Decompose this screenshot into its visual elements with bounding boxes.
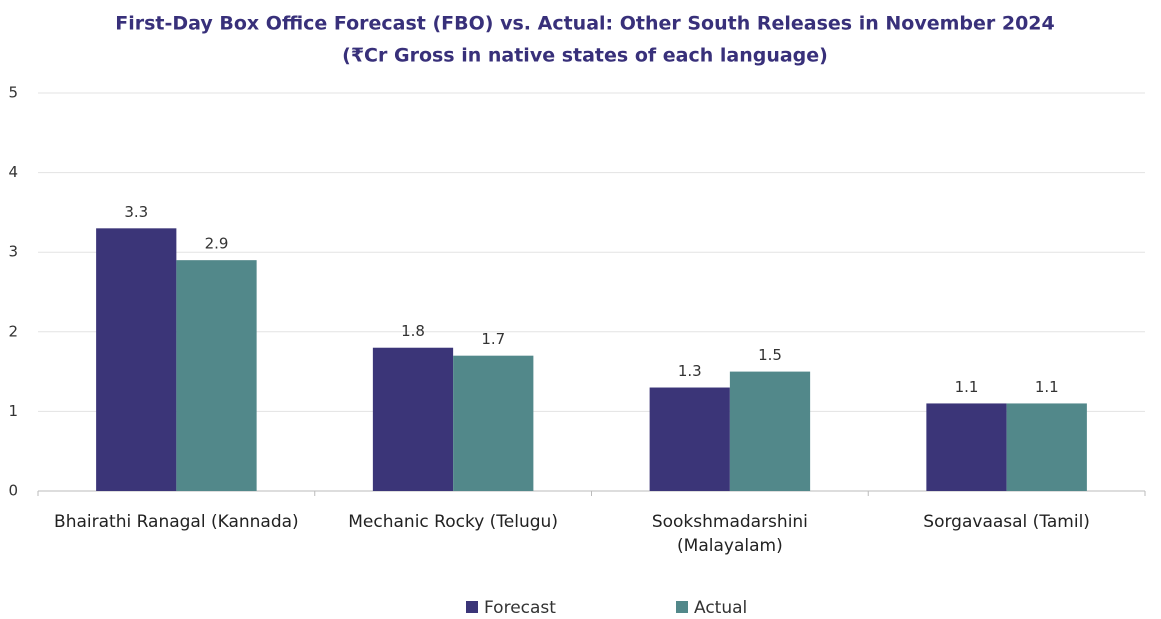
chart-subtitle: (₹Cr Gross in native states of each lang… [342, 45, 828, 67]
legend-swatch [466, 601, 478, 613]
y-tick-label: 2 [8, 322, 18, 340]
data-label: 1.8 [401, 322, 425, 340]
data-label: 1.1 [1035, 378, 1059, 396]
bar [1006, 403, 1087, 491]
x-tick-label: Sorgavaasal (Tamil) [923, 512, 1090, 532]
bar [372, 347, 454, 491]
data-label: 1.7 [481, 330, 505, 348]
y-tick-label: 3 [8, 243, 18, 261]
x-tick-label: Sookshmadarshini (Malayalam) [651, 512, 808, 556]
bar [176, 260, 257, 491]
data-label: 2.9 [205, 235, 229, 253]
bar [729, 371, 811, 491]
bar [649, 387, 730, 491]
y-tick-label: 0 [8, 482, 18, 500]
y-tick-label: 1 [8, 402, 18, 420]
legend-swatch [676, 601, 688, 613]
data-label: 1.5 [758, 346, 782, 364]
legend-label: Actual [694, 598, 747, 618]
chart-title: First-Day Box Office Forecast (FBO) vs. … [115, 13, 1055, 35]
bar [926, 403, 1007, 491]
y-tick-label: 5 [8, 84, 18, 102]
data-label: 1.3 [678, 362, 702, 380]
data-label: 1.1 [955, 378, 979, 396]
data-label: 3.3 [124, 203, 148, 221]
bar [453, 355, 534, 491]
x-tick-label: Mechanic Rocky (Telugu) [348, 512, 558, 532]
legend-label: Forecast [484, 598, 556, 618]
y-tick-label: 4 [8, 163, 18, 181]
x-tick-label: Bhairathi Ranagal (Kannada) [54, 512, 299, 532]
bar [96, 228, 177, 491]
